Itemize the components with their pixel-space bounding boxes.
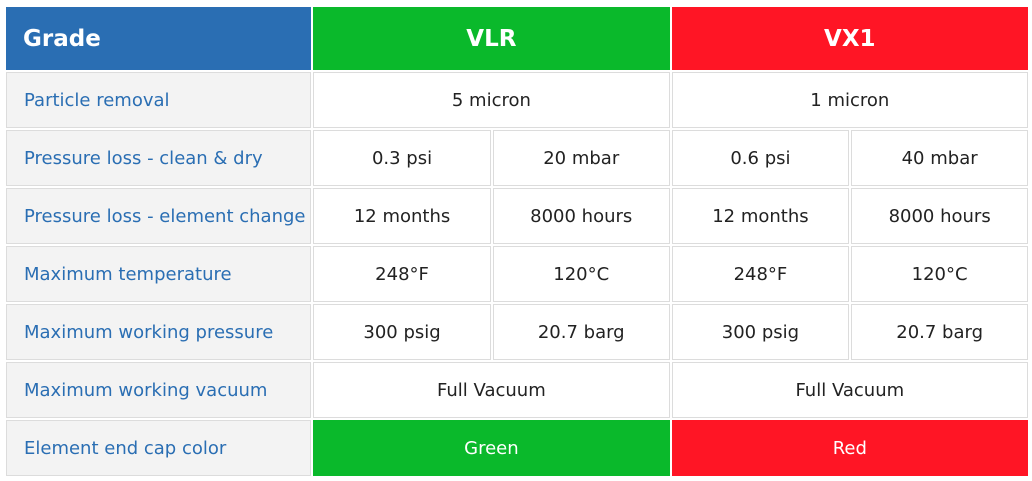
header-vx1: VX1 xyxy=(671,7,1028,70)
grade-comparison-table: Grade VLR VX1 Particle removal 5 micron … xyxy=(4,5,1030,478)
row-label: Element end cap color xyxy=(6,420,312,476)
cell-vx1: 1 micron xyxy=(671,72,1028,128)
cell-vlr-fahrenheit: 248°F xyxy=(313,246,491,302)
cell-vlr-imperial: 0.3 psi xyxy=(313,130,491,186)
cell-vx1-barg: 20.7 barg xyxy=(851,304,1028,360)
cell-vx1-fahrenheit: 248°F xyxy=(671,246,850,302)
row-label: Maximum temperature xyxy=(6,246,312,302)
table-row-pressure-loss-clean: Pressure loss - clean & dry 0.3 psi 20 m… xyxy=(6,130,1028,186)
row-label: Maximum working pressure xyxy=(6,304,312,360)
table-row-element-change: Pressure loss - element change 12 months… xyxy=(6,188,1028,244)
cell-vlr: 5 micron xyxy=(313,72,670,128)
table-row-end-cap-color: Element end cap color Green Red xyxy=(6,420,1028,476)
row-label: Pressure loss - clean & dry xyxy=(6,130,312,186)
cell-vlr-psig: 300 psig xyxy=(313,304,491,360)
table-row-particle-removal: Particle removal 5 micron 1 micron xyxy=(6,72,1028,128)
cell-vlr-metric: 20 mbar xyxy=(492,130,670,186)
cell-vx1-cap-color: Red xyxy=(671,420,1028,476)
cell-vlr-celsius: 120°C xyxy=(492,246,670,302)
cell-vlr-hours: 8000 hours xyxy=(492,188,670,244)
cell-vx1-hours: 8000 hours xyxy=(851,188,1028,244)
header-grade: Grade xyxy=(6,7,312,70)
cell-vlr-cap-color: Green xyxy=(313,420,670,476)
table-row-max-temperature: Maximum temperature 248°F 120°C 248°F 12… xyxy=(6,246,1028,302)
cell-vlr-months: 12 months xyxy=(313,188,491,244)
row-label: Pressure loss - element change xyxy=(6,188,312,244)
row-label: Maximum working vacuum xyxy=(6,362,312,418)
header-vlr: VLR xyxy=(313,7,670,70)
table-header-row: Grade VLR VX1 xyxy=(6,7,1028,70)
cell-vx1-celsius: 120°C xyxy=(851,246,1028,302)
table-row-max-vacuum: Maximum working vacuum Full Vacuum Full … xyxy=(6,362,1028,418)
cell-vlr: Full Vacuum xyxy=(313,362,670,418)
cell-vx1-psig: 300 psig xyxy=(671,304,850,360)
cell-vlr-barg: 20.7 barg xyxy=(492,304,670,360)
cell-vx1-metric: 40 mbar xyxy=(851,130,1028,186)
cell-vx1-imperial: 0.6 psi xyxy=(671,130,850,186)
cell-vx1-months: 12 months xyxy=(671,188,850,244)
cell-vx1: Full Vacuum xyxy=(671,362,1028,418)
table-row-max-pressure: Maximum working pressure 300 psig 20.7 b… xyxy=(6,304,1028,360)
row-label: Particle removal xyxy=(6,72,312,128)
